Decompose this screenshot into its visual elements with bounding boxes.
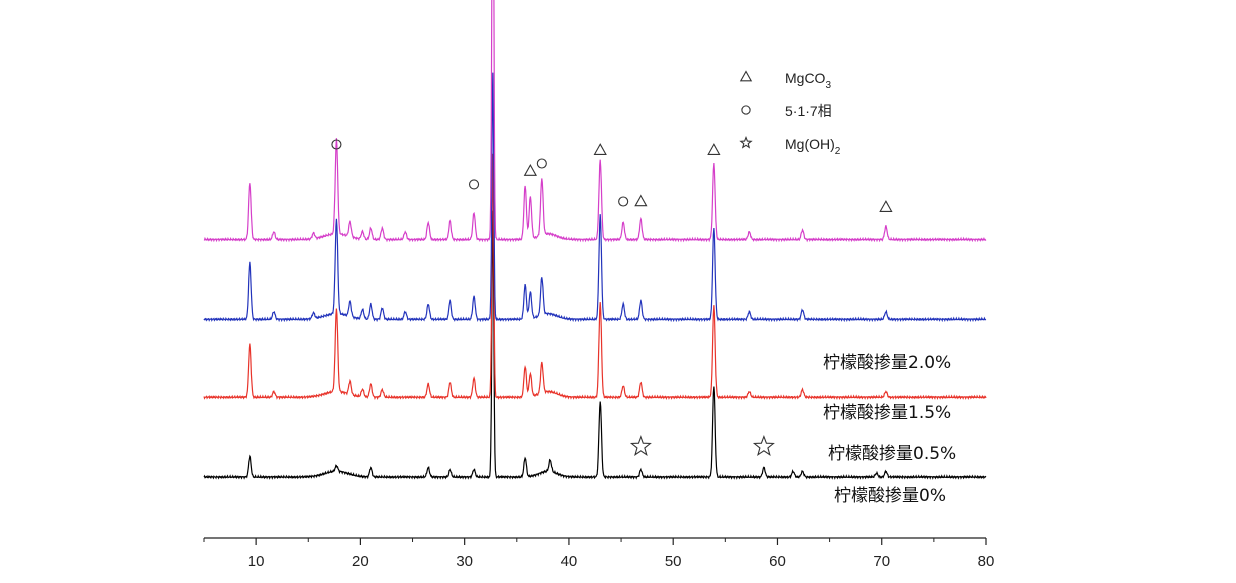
series-label-2: 柠檬酸掺量1.5% xyxy=(823,403,951,423)
x-tick-label-0: 10 xyxy=(248,553,265,570)
legend-subscript: 3 xyxy=(825,80,831,91)
x-tick-label-5: 60 xyxy=(769,553,786,570)
peak-marker-circle-6 xyxy=(618,196,629,207)
legend-text-2: Mg(OH)2 xyxy=(785,136,841,157)
series-label-3: 柠檬酸掺量2.0% xyxy=(823,353,951,373)
peak-marker-triangle-8 xyxy=(707,143,721,155)
legend-text-1: 5·1·7相 xyxy=(785,103,832,119)
legend-symbol-circle xyxy=(741,105,751,115)
peak-marker-star-10 xyxy=(629,435,652,456)
x-tick-label-4: 50 xyxy=(665,553,682,570)
series-line-1 xyxy=(203,153,987,401)
series-line-3 xyxy=(203,0,987,243)
peak-marker-circle-4 xyxy=(536,158,547,169)
x-tick-label-2: 30 xyxy=(456,553,473,570)
series-line-2 xyxy=(203,72,987,323)
legend-text-0: MgCO3 xyxy=(785,70,831,91)
peak-marker-triangle-3 xyxy=(523,163,537,176)
series-line-0 xyxy=(203,210,987,480)
legend-subscript: 2 xyxy=(835,146,841,157)
peak-marker-triangle-5 xyxy=(593,143,607,155)
series-label-0: 柠檬酸掺量0% xyxy=(834,486,946,506)
peak-marker-triangle-9 xyxy=(879,200,893,212)
peak-marker-circle-1 xyxy=(331,139,342,150)
legend-symbol-triangle xyxy=(739,70,753,82)
x-tick-label-3: 40 xyxy=(561,553,578,570)
series-label-1: 柠檬酸掺量0.5% xyxy=(828,444,956,464)
peak-marker-triangle-7 xyxy=(634,194,648,207)
x-tick-label-6: 70 xyxy=(873,553,890,570)
legend-symbol-star xyxy=(739,135,753,149)
x-tick-label-7: 80 xyxy=(978,553,995,570)
peak-marker-star-11 xyxy=(752,435,775,456)
x-tick-label-1: 20 xyxy=(352,553,369,570)
peak-marker-circle-2 xyxy=(469,179,480,190)
